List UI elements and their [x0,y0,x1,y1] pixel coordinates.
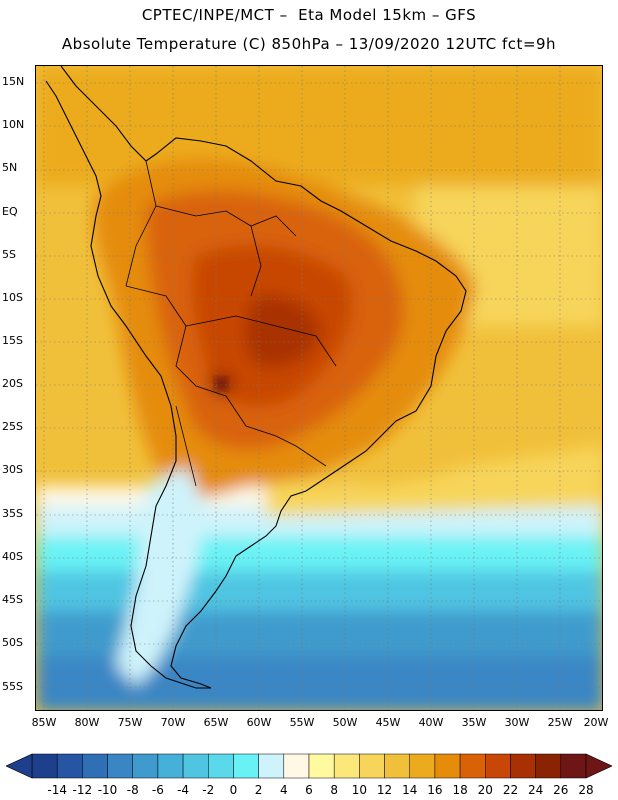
lon-label: 50W [332,716,358,729]
country-borders [125,160,337,487]
lon-label: 70W [160,716,186,729]
temperature-map [35,65,603,711]
lon-label: 60W [246,716,272,729]
lon-label: 35W [461,716,487,729]
colorbar-label: 12 [376,783,393,797]
colorbar-cell [283,753,310,779]
colorbar-label: 2 [254,783,263,797]
map-title-line2: Absolute Temperature (C) 850hPa – 13/09/… [61,35,557,53]
lat-label: 25S [2,420,23,433]
graticule [36,66,602,710]
colorbar-high-arrow [585,753,612,779]
colorbar-label: -14 [47,783,67,797]
lat-label: 10N [2,118,25,131]
temperature-colorbar [6,753,612,779]
colorbar-label: -12 [72,783,93,797]
colorbar-label: 10 [351,783,367,797]
colorbar-cell [56,753,83,779]
colorbar-low-arrow [6,753,33,779]
colorbar-cell [208,753,234,779]
lat-label: EQ [2,205,18,218]
colorbar-label: 24 [527,783,544,797]
temperature-field [36,66,602,710]
colorbar-cell [510,753,536,779]
colorbar-label: 20 [477,783,493,797]
colorbar-label: 14 [402,783,418,797]
lon-label: 25W [547,716,573,729]
colorbar-cell [485,753,511,779]
south-america-coastline [45,66,467,689]
colorbar-cell [359,753,385,779]
colorbar-label: -6 [151,783,164,797]
lat-label: 30S [2,463,23,476]
colorbar-label: 8 [330,783,338,797]
colorbar-cell [132,753,159,779]
colorbar-label: -8 [126,783,139,797]
lon-label: 65W [203,716,229,729]
colorbar-label: 6 [305,783,313,797]
colorbar-cell [233,753,259,779]
colorbar-cell [31,753,58,779]
colorbar-label: 26 [553,783,569,797]
lat-label: 20S [2,377,23,390]
colorbar-cell [82,753,108,779]
colorbar-cell [560,753,587,779]
colorbar-cell [308,753,335,779]
colorbar-label: 22 [502,783,519,797]
colorbar-label: 0 [229,783,238,797]
lat-label: 5S [2,248,16,261]
colorbar-label: -2 [202,783,215,797]
lon-label: 80W [74,716,100,729]
lat-label: 35S [2,507,23,520]
lon-label: 45W [375,716,401,729]
colorbar-label: -10 [97,783,118,797]
lat-label: 50S [2,636,23,649]
colorbar-cell [258,753,285,779]
lat-label: 45S [2,593,23,606]
colorbar-label: 16 [427,783,443,797]
colorbar-label: 18 [452,783,468,797]
map-title-line1: CPTEC/INPE/MCT – Eta Model 15km – GFS [141,6,477,24]
lat-label: 15S [2,334,23,347]
lon-label: 30W [504,716,530,729]
colorbar-cell [409,753,436,779]
colorbar-cell [535,753,562,779]
colorbar-cell [384,753,410,779]
lon-label: 55W [289,716,315,729]
lon-label: 75W [117,716,143,729]
lat-label: 5N [2,161,18,174]
colorbar-cell [333,753,360,779]
lat-label: 10S [2,291,23,304]
colorbar-label: 28 [578,783,594,797]
lat-label: 55S [2,680,23,693]
colorbar-cell [434,753,461,779]
lat-label: 15N [2,75,25,88]
colorbar-cell [157,753,184,779]
lon-label: 20W [583,716,609,729]
colorbar-label: 4 [279,783,288,797]
lon-label: 85W [31,716,57,729]
colorbar-label: -4 [177,783,190,797]
colorbar-cell [107,753,133,779]
lon-label: 40W [418,716,444,729]
lat-label: 40S [2,550,23,563]
colorbar-cell [182,753,209,779]
colorbar-cell [459,753,486,779]
